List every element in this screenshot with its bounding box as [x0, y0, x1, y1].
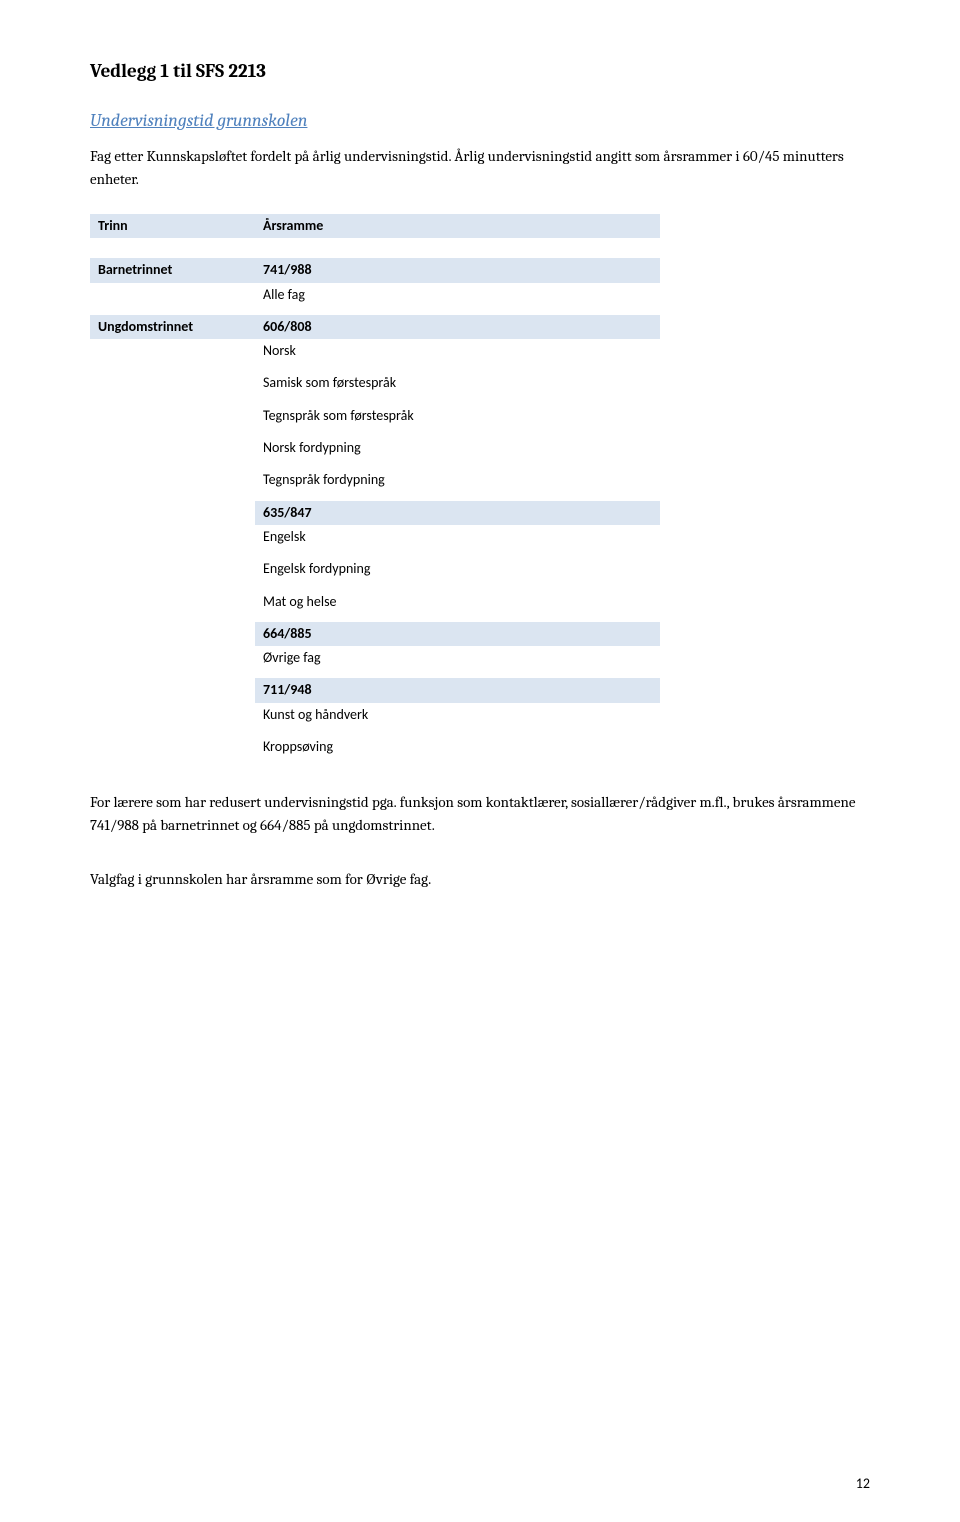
- subject-item: Tegnspråk fordypning: [263, 471, 385, 488]
- table-row: Norsk: [90, 339, 660, 363]
- subject-item: Kroppsøving: [263, 738, 333, 755]
- table-row: Norsk fordypning: [90, 436, 660, 460]
- subject-item: Øvrige fag: [263, 649, 321, 666]
- header-trinn: Trinn: [98, 217, 128, 234]
- subject-item: Norsk fordypning: [263, 439, 361, 456]
- ungdomstrinnet-label: Ungdomstrinnet: [98, 318, 193, 335]
- footer-paragraph-1: For lærere som har redusert undervisning…: [90, 791, 870, 836]
- barnetrinnet-value: 741/988: [263, 261, 312, 278]
- table-header-row: Trinn Årsramme: [90, 214, 660, 238]
- ungdom-g2-value: 635/847: [263, 504, 312, 521]
- table-row: Samisk som førstespråk: [90, 371, 660, 395]
- page-number: 12: [856, 1475, 870, 1492]
- barnetrinnet-desc: Alle fag: [263, 286, 305, 303]
- table-row: Tegnspråk som førstespråk: [90, 404, 660, 428]
- subject-item: Engelsk fordypning: [263, 560, 370, 577]
- table-row: Tegnspråk fordypning: [90, 468, 660, 492]
- section-heading: Undervisningstid grunnskolen: [90, 110, 870, 131]
- ungdom-g2-row: 635/847: [90, 501, 660, 525]
- subject-item: Mat og helse: [263, 593, 337, 610]
- ungdom-g3-value: 664/885: [263, 625, 312, 642]
- ungdomstrinnet-row: Ungdomstrinnet 606/808: [90, 315, 660, 339]
- ungdom-g4-value: 711/948: [263, 681, 312, 698]
- subject-item: Kunst og håndverk: [263, 706, 368, 723]
- subject-item: Tegnspråk som førstespråk: [263, 407, 414, 424]
- subject-item: Norsk: [263, 342, 296, 359]
- subject-item: Samisk som førstespråk: [263, 374, 396, 391]
- table-row: Mat og helse: [90, 590, 660, 614]
- doc-title: Vedlegg 1 til SFS 2213: [90, 60, 870, 82]
- ungdom-g3-row: 664/885: [90, 622, 660, 646]
- table-row: Kunst og håndverk: [90, 703, 660, 727]
- arsramme-table: Trinn Årsramme Barnetrinnet 741/988 Alle…: [90, 214, 660, 759]
- intro-paragraph: Fag etter Kunnskapsløftet fordelt på årl…: [90, 145, 870, 190]
- barnetrinnet-desc-row: Alle fag: [90, 283, 660, 307]
- footer-paragraph-2: Valgfag i grunnskolen har årsramme som f…: [90, 868, 870, 891]
- barnetrinnet-row: Barnetrinnet 741/988: [90, 258, 660, 282]
- table-row: Kroppsøving: [90, 735, 660, 759]
- ungdom-g4-row: 711/948: [90, 678, 660, 702]
- table-row: Øvrige fag: [90, 646, 660, 670]
- header-arsramme: Årsramme: [263, 217, 323, 234]
- table-row: Engelsk fordypning: [90, 557, 660, 581]
- barnetrinnet-label: Barnetrinnet: [98, 261, 172, 278]
- subject-item: Engelsk: [263, 528, 306, 545]
- ungdom-g1-value: 606/808: [263, 318, 312, 335]
- table-row: Engelsk: [90, 525, 660, 549]
